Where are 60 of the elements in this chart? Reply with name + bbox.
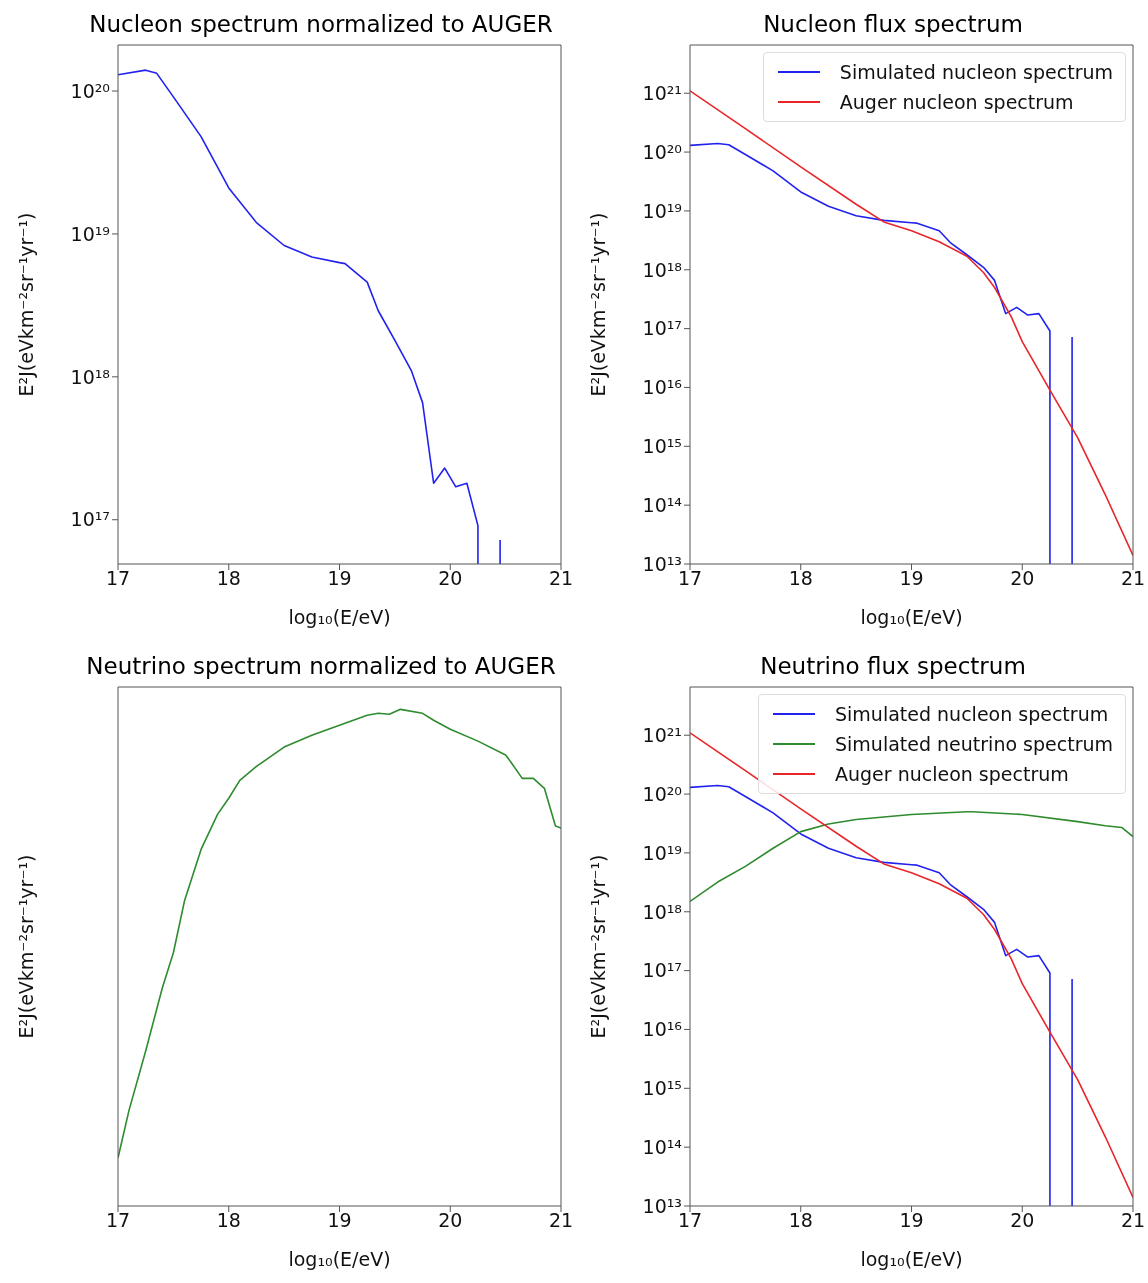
y-tick-label: 10¹⁷: [70, 508, 110, 531]
y-tick-label: 10¹⁸: [642, 258, 682, 281]
chart-title: Nucleon spectrum normalized to AUGER: [88, 10, 554, 39]
y-tick-label: 10²¹: [642, 81, 682, 104]
y-tick-label: 10¹⁴: [642, 1135, 683, 1158]
x-tick-label: 17: [105, 567, 131, 590]
y-tick-label: 10¹⁹: [642, 841, 682, 864]
y-tick-label: 10²⁰: [70, 79, 110, 102]
x-axis-title: log₁₀(E/eV): [860, 1248, 963, 1270]
y-axis-title: E²J(eVkm⁻²sr⁻¹yr⁻¹): [14, 212, 37, 397]
x-tick-label: 18: [216, 567, 241, 590]
x-tick-label: 19: [899, 567, 924, 590]
x-tick-label: 18: [788, 1209, 813, 1232]
y-tick-label: 10¹⁴: [642, 493, 683, 516]
chart-title: Neutrino spectrum normalized to AUGER: [85, 652, 557, 681]
line-series: [690, 731, 1133, 1199]
legend-label: Simulated nucleon spectrum: [835, 702, 1109, 727]
y-tick-label: 10²¹: [642, 723, 682, 746]
x-tick-label: 20: [438, 1209, 463, 1232]
x-tick-label: 21: [548, 1209, 574, 1232]
y-tick-label: 10¹⁸: [70, 365, 110, 388]
x-tick-label: 18: [788, 567, 813, 590]
x-tick-label: 21: [1120, 567, 1146, 590]
legend-label: Auger nucleon spectrum: [839, 90, 1074, 115]
legend-label: Auger nucleon spectrum: [835, 762, 1069, 787]
y-axis-title: E²J(eVkm⁻²sr⁻¹yr⁻¹): [14, 854, 37, 1039]
line-series: [690, 810, 1133, 903]
y-tick-label: 10¹⁵: [642, 1077, 682, 1100]
y-axis-title: E²J(eVkm⁻²sr⁻¹yr⁻¹): [586, 854, 609, 1039]
x-tick-label: 20: [1010, 1209, 1035, 1232]
x-axis-title: log₁₀(E/eV): [288, 1248, 391, 1270]
y-axis-title: E²J(eVkm⁻²sr⁻¹yr⁻¹): [586, 212, 609, 397]
y-tick-label: 10¹⁷: [642, 317, 682, 340]
y-tick-label: 10¹⁶: [642, 376, 682, 399]
y-tick-label: 10¹⁹: [642, 199, 682, 222]
x-tick-label: 18: [216, 1209, 241, 1232]
chart-title: Nucleon flux spectrum: [762, 10, 1024, 39]
x-tick-label: 21: [548, 567, 574, 590]
x-axis-title: log₁₀(E/eV): [860, 606, 963, 628]
x-tick-label: 20: [1010, 567, 1035, 590]
x-tick-label: 19: [899, 1209, 924, 1232]
x-tick-label: 19: [327, 1209, 352, 1232]
x-tick-label: 17: [105, 1209, 131, 1232]
legend-label: Simulated nucleon spectrum: [839, 60, 1113, 85]
x-tick-label: 21: [1120, 1209, 1146, 1232]
x-tick-label: 19: [327, 567, 352, 590]
y-tick-label: 10¹⁵: [642, 435, 682, 458]
x-axis-title: log₁₀(E/eV): [288, 606, 391, 628]
y-tick-label: 10¹⁷: [642, 959, 682, 982]
y-tick-label: 10¹⁶: [642, 1018, 682, 1041]
line-series: [690, 89, 1133, 557]
x-tick-label: 17: [677, 567, 703, 590]
x-tick-label: 20: [438, 567, 463, 590]
y-tick-label: 10²⁰: [642, 782, 682, 805]
y-tick-label: 10¹⁹: [70, 222, 110, 245]
y-tick-label: 10¹⁸: [642, 900, 682, 923]
y-tick-label: 10²⁰: [642, 140, 682, 163]
chart-title: Neutrino flux spectrum: [759, 652, 1027, 681]
x-tick-label: 17: [677, 1209, 703, 1232]
legend-label: Simulated neutrino spectrum: [835, 732, 1113, 757]
